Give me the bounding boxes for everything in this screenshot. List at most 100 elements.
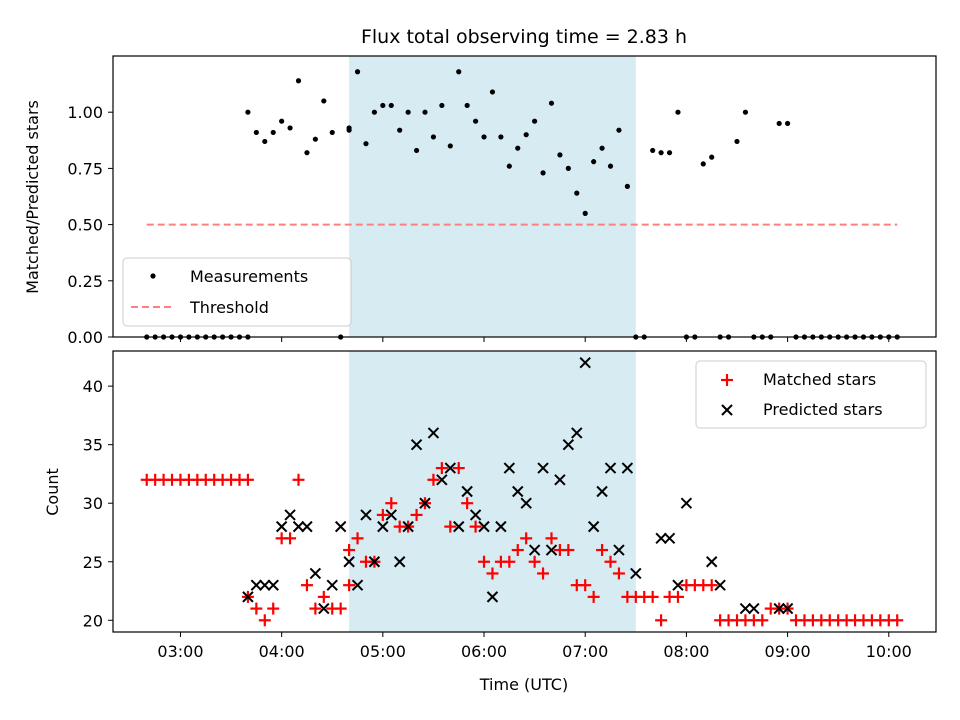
legend-measurements-marker [150, 273, 156, 279]
x-tick-label: 05:00 [360, 642, 406, 661]
top-legend: Measurements Threshold [122, 257, 352, 327]
x-tick-label: 03:00 [157, 642, 203, 661]
measurements-point [413, 147, 420, 154]
measurements-point [666, 150, 673, 156]
predicted-stars-point [351, 579, 364, 591]
predicted-stars-point [486, 591, 499, 603]
matched-stars-point [385, 497, 398, 510]
top-legend-box [122, 257, 352, 327]
predicted-stars-point [528, 544, 541, 556]
predicted-stars-point [402, 520, 414, 533]
measurements-point [346, 127, 352, 133]
matched-stars-point [258, 614, 271, 627]
measurements-point [321, 98, 327, 104]
predicted-stars-point [714, 579, 726, 591]
measurements-point [557, 152, 563, 158]
measurements-point [565, 165, 571, 171]
matched-stars-point [756, 614, 769, 627]
predicted-stars-point [309, 567, 322, 580]
measurements-point [616, 127, 622, 133]
matched-stars-point [410, 508, 423, 521]
bottom-legend: Matched stars Predicted stars [695, 360, 927, 429]
matched-stars-point [300, 579, 313, 592]
predicted-stars-point [368, 556, 381, 568]
predicted-stars-point [469, 509, 482, 521]
predicted-stars-point [326, 579, 338, 591]
matched-stars-point [705, 579, 718, 592]
predicted-stars-point [453, 520, 465, 533]
matched-stars-point [671, 590, 684, 603]
x-tick-label: 04:00 [259, 642, 305, 661]
matched-stars-point [452, 462, 465, 475]
measurements-point [439, 102, 445, 109]
predicted-stars-point [512, 485, 524, 498]
bottom-panel-frame [112, 350, 937, 633]
bottom-y-tick-label: 30 [83, 494, 103, 513]
predicted-stars-point [748, 602, 760, 615]
matched-stars-point [284, 532, 297, 545]
measurements-point [354, 69, 361, 75]
measurements-point [295, 78, 302, 84]
x-tick-label: 08:00 [663, 642, 709, 661]
x-tick-label: 10:00 [866, 642, 912, 661]
chart-title: Flux total observing time = 2.83 h [361, 26, 687, 48]
matched-stars-point [604, 555, 617, 568]
measurements-point [245, 109, 251, 115]
matched-stars-point [891, 614, 904, 627]
measurements-point [540, 170, 546, 176]
legend-measurements-label: Measurements [190, 267, 308, 286]
predicted-stars-point [436, 474, 448, 486]
measurements-point [675, 109, 681, 115]
measurements-point [709, 154, 715, 160]
bottom-legend-box [695, 360, 927, 429]
predicted-stars-point [242, 591, 254, 603]
top-y-axis-label: Matched/Predicted stars [23, 100, 42, 294]
measurements-point [650, 147, 656, 154]
measurements-point [464, 102, 470, 109]
top-y-tick-label: 0.75 [67, 159, 103, 178]
predicted-stars-point [385, 509, 397, 521]
measurements-point [363, 141, 369, 147]
matched-stars-point [528, 555, 541, 568]
matched-stars-point [334, 602, 347, 615]
measurements-point [279, 118, 285, 124]
predicted-stars-point [596, 485, 608, 498]
legend-matched-label: Matched stars [763, 370, 876, 389]
top-y-tick-label: 0.25 [67, 272, 103, 291]
measurements-point [742, 109, 749, 115]
predicted-stars-point [444, 462, 457, 474]
measurements-point [447, 143, 453, 149]
predicted-stars-point [655, 532, 667, 545]
matched-stars-point [646, 590, 659, 603]
measurements-point [371, 109, 378, 115]
measurements-point [548, 100, 555, 106]
top-highlight-band [349, 56, 636, 337]
measurements-point [582, 210, 588, 216]
top-panel-frame [112, 55, 937, 338]
measurements-point [574, 190, 580, 196]
predicted-stars-point [267, 579, 279, 591]
predicted-stars-point [562, 438, 575, 451]
matched-stars-point [511, 544, 524, 557]
matched-stars-point [343, 579, 356, 592]
matched-stars-point [579, 579, 592, 592]
predicted-stars-point [292, 520, 305, 533]
predicted-stars-point [495, 520, 507, 533]
matched-stars-point [461, 497, 474, 510]
predicted-stars-point [377, 520, 389, 533]
measurements-point [312, 136, 318, 142]
matched-stars-point [267, 602, 280, 615]
predicted-stars-point [554, 474, 566, 486]
bottom-y-tick-label: 35 [83, 436, 103, 455]
predicted-stars-point [419, 497, 431, 509]
predicted-stars-point [587, 520, 600, 533]
measurements-point [262, 138, 268, 145]
predicted-stars-point [663, 532, 676, 545]
top-y-tick-label: 0.50 [67, 216, 103, 235]
predicted-stars-point [478, 520, 490, 533]
measurements-point [498, 134, 504, 140]
measurements-point [700, 161, 706, 167]
matched-stars-point [343, 544, 356, 557]
measurements-point [270, 129, 276, 136]
legend-threshold-label: Threshold [189, 298, 269, 317]
